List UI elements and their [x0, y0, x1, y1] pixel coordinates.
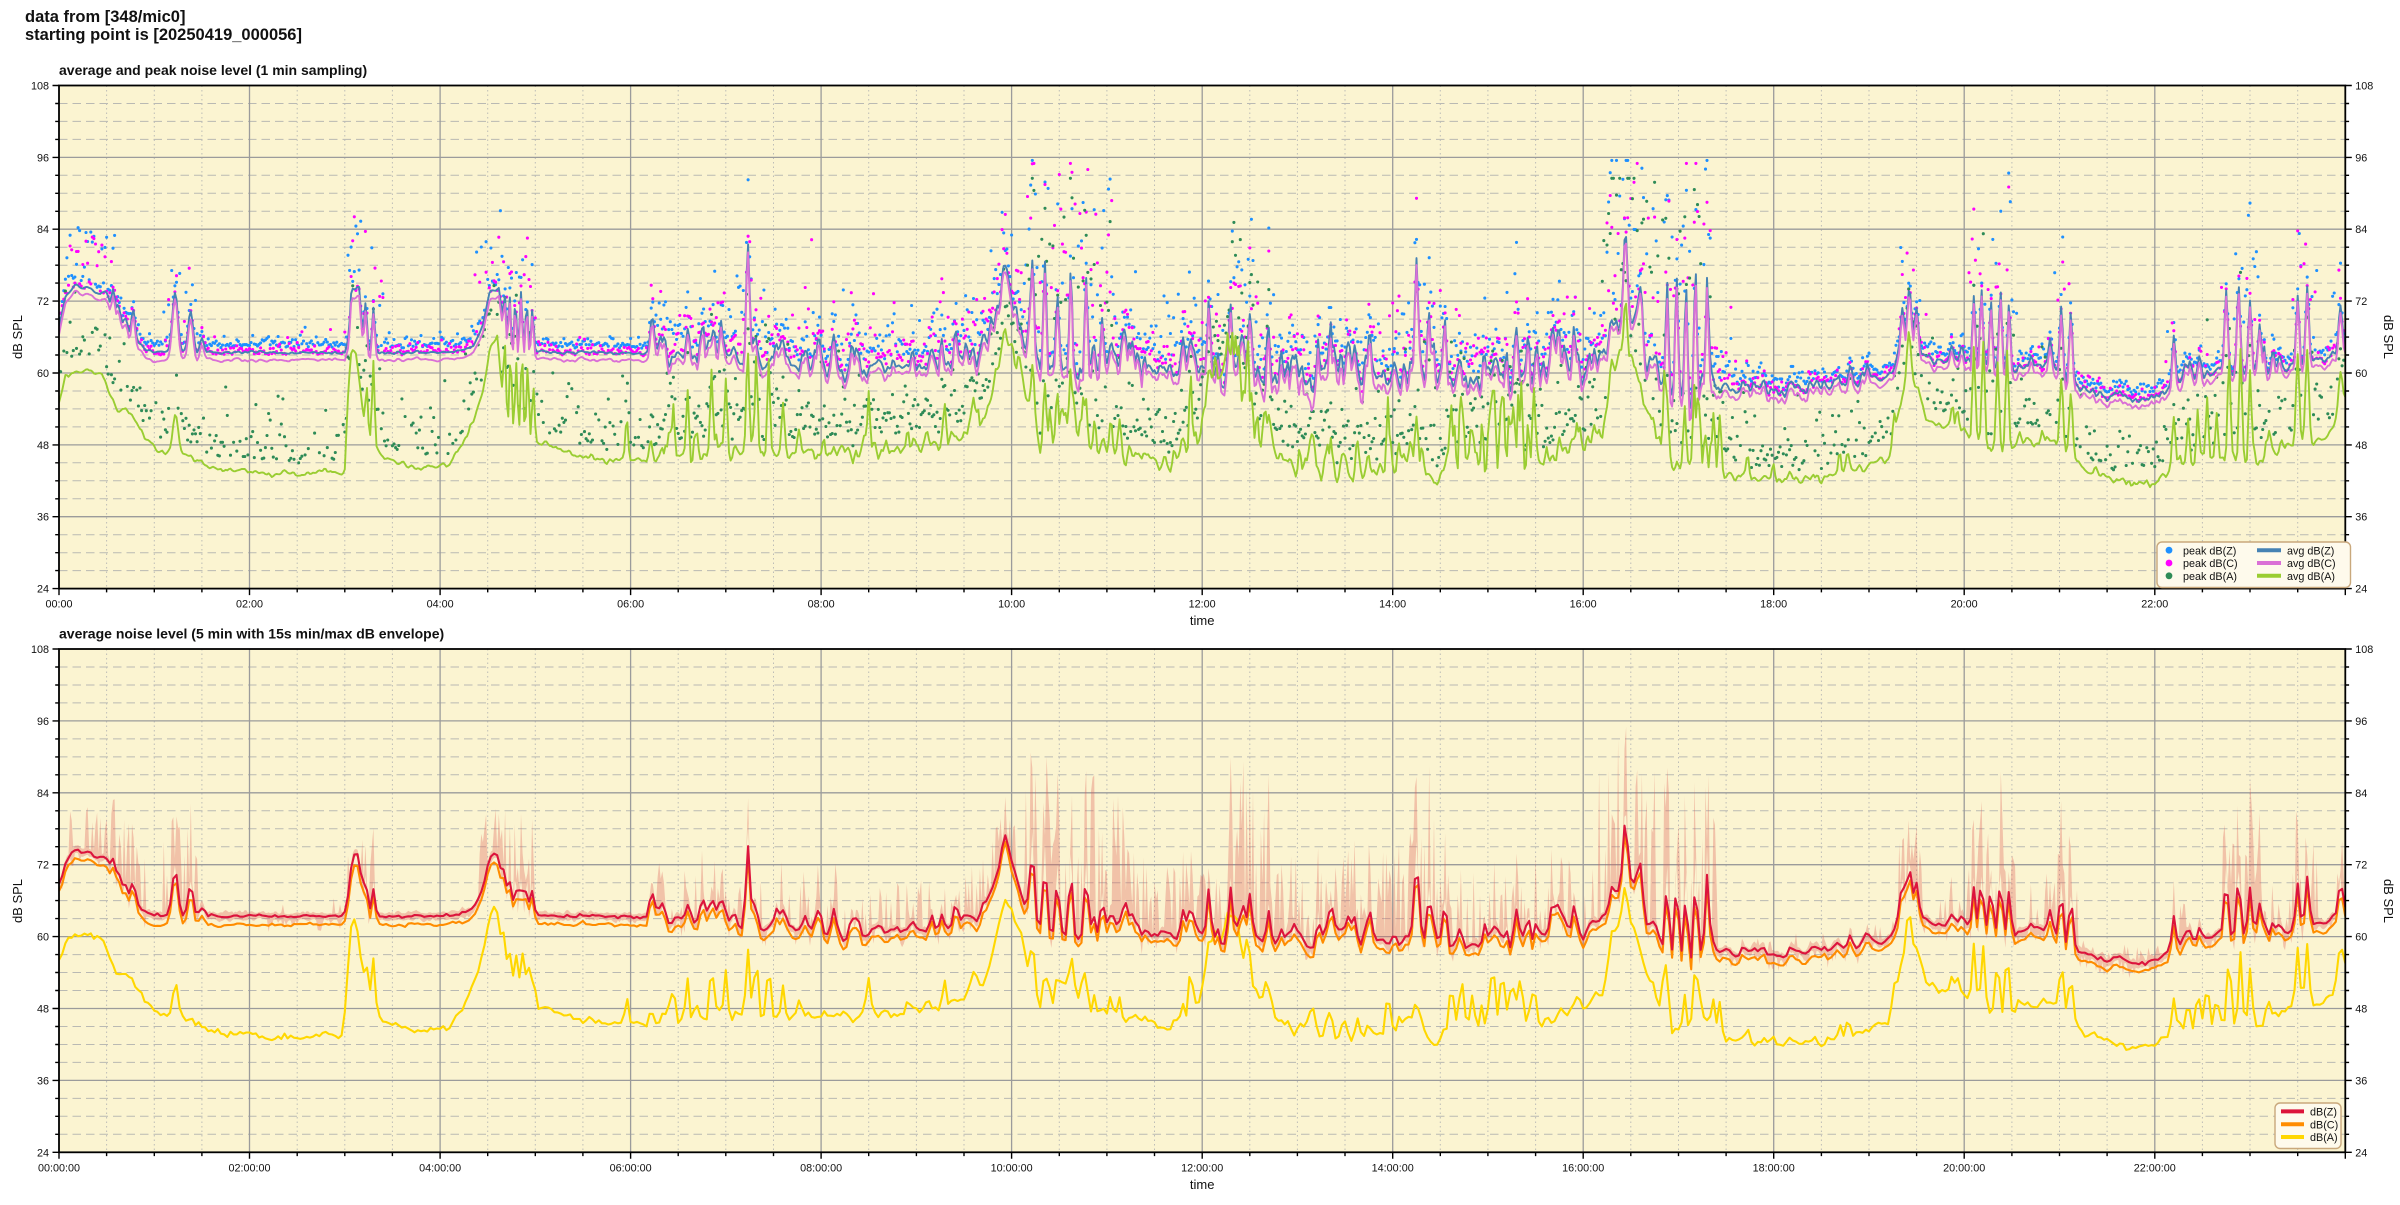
svg-text:96: 96	[37, 716, 49, 728]
svg-text:16:00:00: 16:00:00	[1562, 1162, 1604, 1174]
svg-text:peak dB(Z): peak dB(Z)	[2183, 545, 2236, 557]
svg-text:average noise level (5 min wit: average noise level (5 min with 15s min/…	[59, 626, 444, 642]
svg-text:starting point is [20250419_00: starting point is [20250419_000056]	[25, 26, 302, 44]
svg-text:108: 108	[2355, 81, 2373, 93]
svg-text:84: 84	[37, 788, 49, 800]
svg-text:96: 96	[2355, 716, 2367, 728]
svg-text:12:00: 12:00	[1189, 599, 1216, 611]
svg-text:24: 24	[2355, 1147, 2367, 1159]
svg-text:dB SPL: dB SPL	[10, 879, 25, 923]
svg-text:72: 72	[2355, 296, 2367, 308]
svg-text:dB SPL: dB SPL	[2381, 879, 2396, 923]
svg-text:84: 84	[2355, 224, 2367, 236]
svg-text:24: 24	[37, 584, 49, 596]
svg-text:108: 108	[31, 81, 49, 93]
svg-text:00:00: 00:00	[45, 599, 72, 611]
svg-text:72: 72	[2355, 860, 2367, 872]
svg-text:time: time	[1190, 1177, 1215, 1192]
svg-text:avg dB(Z): avg dB(Z)	[2287, 545, 2334, 557]
svg-text:avg dB(C): avg dB(C)	[2287, 558, 2336, 570]
svg-text:14:00:00: 14:00:00	[1372, 1162, 1414, 1174]
svg-text:60: 60	[2355, 368, 2367, 380]
svg-text:48: 48	[2355, 440, 2367, 452]
svg-text:16:00: 16:00	[1570, 599, 1597, 611]
svg-text:48: 48	[37, 440, 49, 452]
svg-text:dB SPL: dB SPL	[2381, 315, 2396, 359]
svg-text:00:00:00: 00:00:00	[38, 1162, 80, 1174]
svg-text:time: time	[1190, 613, 1215, 628]
svg-text:20:00:00: 20:00:00	[1943, 1162, 1985, 1174]
svg-text:24: 24	[2355, 584, 2367, 596]
svg-text:72: 72	[37, 296, 49, 308]
svg-text:60: 60	[2355, 932, 2367, 944]
svg-text:data from [348/mic0]: data from [348/mic0]	[25, 8, 185, 26]
svg-text:48: 48	[2355, 1004, 2367, 1016]
svg-text:48: 48	[37, 1004, 49, 1016]
svg-text:dB(A): dB(A)	[2310, 1132, 2338, 1144]
svg-text:96: 96	[37, 152, 49, 164]
svg-text:60: 60	[37, 932, 49, 944]
svg-text:peak dB(A): peak dB(A)	[2183, 571, 2237, 583]
svg-text:06:00:00: 06:00:00	[610, 1162, 652, 1174]
svg-text:36: 36	[2355, 512, 2367, 524]
svg-text:06:00: 06:00	[617, 599, 644, 611]
svg-text:18:00:00: 18:00:00	[1753, 1162, 1795, 1174]
svg-text:peak dB(C): peak dB(C)	[2183, 558, 2238, 570]
svg-text:02:00:00: 02:00:00	[228, 1162, 270, 1174]
svg-text:12:00:00: 12:00:00	[1181, 1162, 1223, 1174]
svg-text:dB(Z): dB(Z)	[2310, 1107, 2337, 1119]
svg-text:02:00: 02:00	[236, 599, 263, 611]
svg-text:14:00: 14:00	[1379, 599, 1406, 611]
svg-text:dB SPL: dB SPL	[10, 315, 25, 359]
svg-text:22:00:00: 22:00:00	[2134, 1162, 2176, 1174]
svg-text:08:00: 08:00	[808, 599, 835, 611]
svg-text:108: 108	[2355, 644, 2373, 656]
svg-text:08:00:00: 08:00:00	[800, 1162, 842, 1174]
svg-text:dB(C): dB(C)	[2310, 1119, 2338, 1131]
svg-text:24: 24	[37, 1147, 49, 1159]
svg-text:20:00: 20:00	[1951, 599, 1978, 611]
svg-text:10:00:00: 10:00:00	[991, 1162, 1033, 1174]
svg-text:36: 36	[37, 1075, 49, 1087]
svg-text:22:00: 22:00	[2141, 599, 2168, 611]
svg-text:10:00: 10:00	[998, 599, 1025, 611]
svg-text:04:00:00: 04:00:00	[419, 1162, 461, 1174]
svg-text:72: 72	[37, 860, 49, 872]
svg-text:96: 96	[2355, 152, 2367, 164]
svg-text:average and peak noise level (: average and peak noise level (1 min samp…	[59, 62, 367, 78]
svg-text:84: 84	[2355, 788, 2367, 800]
svg-text:36: 36	[37, 512, 49, 524]
svg-text:04:00: 04:00	[427, 599, 454, 611]
svg-text:60: 60	[37, 368, 49, 380]
svg-text:18:00: 18:00	[1760, 599, 1787, 611]
svg-text:avg dB(A): avg dB(A)	[2287, 571, 2335, 583]
svg-text:84: 84	[37, 224, 49, 236]
svg-text:36: 36	[2355, 1075, 2367, 1087]
svg-text:108: 108	[31, 644, 49, 656]
